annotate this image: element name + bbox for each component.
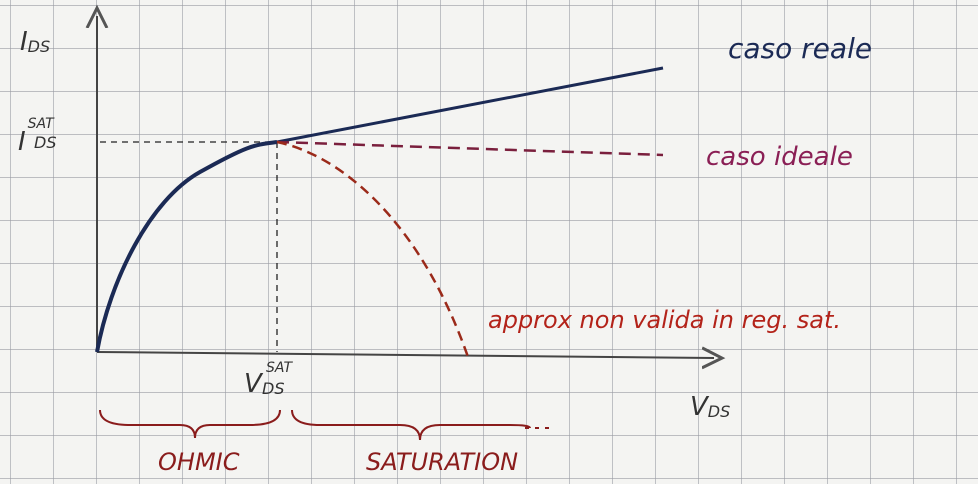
symbol: I bbox=[20, 27, 28, 57]
diagram: IDS VDS ISATDS VSATDS caso reale caso id… bbox=[0, 0, 978, 484]
subscript: DS bbox=[262, 379, 284, 398]
superscript: SAT bbox=[28, 116, 55, 132]
symbol: V bbox=[244, 369, 264, 399]
ohmic-label: OHMIC bbox=[158, 448, 240, 476]
approx-curve-label: approx non valida in reg. sat. bbox=[488, 306, 841, 334]
subscript: DS bbox=[708, 402, 730, 421]
symbol: I bbox=[18, 127, 26, 157]
superscript: SAT bbox=[266, 360, 293, 376]
ideal-curve-label: caso ideale bbox=[706, 142, 853, 172]
subscript: DS bbox=[28, 37, 50, 56]
real-curve-label: caso reale bbox=[728, 32, 872, 65]
subscript: DS bbox=[34, 133, 56, 152]
saturation-label: SATURATION bbox=[366, 448, 518, 476]
grid-paper bbox=[0, 0, 978, 484]
